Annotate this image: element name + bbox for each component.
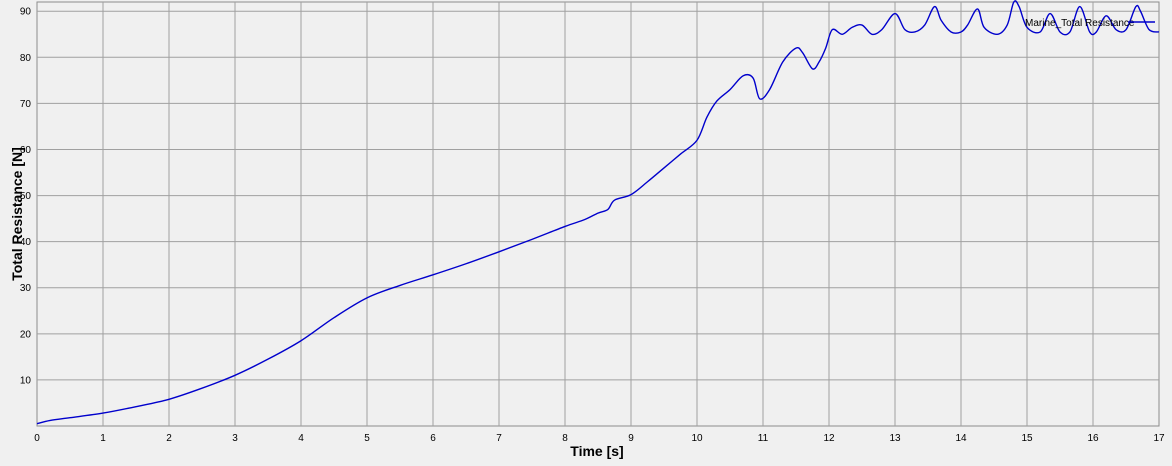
y-tick-label: 20 — [20, 329, 32, 340]
x-tick-label: 2 — [166, 433, 172, 444]
legend: Marine_Total Resistance — [1025, 18, 1155, 29]
legend-label: Marine_Total Resistance — [1025, 18, 1135, 29]
x-tick-label: 14 — [955, 433, 967, 444]
x-tick-label: 10 — [691, 433, 703, 444]
x-tick-label: 11 — [758, 433, 769, 444]
y-tick-label: 60 — [20, 145, 32, 156]
y-tick-label: 50 — [20, 191, 32, 202]
y-tick-label: 90 — [20, 7, 32, 18]
plot-area — [36, 1, 1160, 427]
y-tick-label: 70 — [20, 99, 32, 110]
y-axis-title: Total Resistance [N] — [9, 147, 25, 281]
x-axis-title: Time [s] — [570, 443, 623, 459]
y-tick-labels: 10 20 30 40 50 60 70 80 90 — [20, 7, 32, 387]
x-tick-label: 1 — [100, 433, 106, 444]
x-tick-label: 6 — [430, 433, 436, 444]
y-tick-label: 10 — [20, 375, 32, 386]
x-tick-label: 0 — [34, 433, 40, 444]
y-tick-label: 30 — [20, 283, 32, 294]
x-tick-label: 9 — [628, 433, 634, 444]
y-gridlines — [37, 10, 1159, 381]
x-tick-label: 8 — [562, 433, 568, 444]
y-tick-label: 80 — [20, 53, 32, 64]
x-tick-label: 3 — [232, 433, 238, 444]
x-tick-label: 13 — [889, 433, 901, 444]
x-tick-label: 12 — [823, 433, 835, 444]
x-tick-label: 4 — [298, 433, 304, 444]
y-tick-label: 40 — [20, 237, 32, 248]
x-tick-label: 17 — [1153, 433, 1165, 444]
x-tick-label: 7 — [496, 433, 502, 444]
x-tick-labels: 0 1 2 3 4 5 6 7 8 9 10 11 12 13 14 15 16 17 — [34, 433, 1165, 444]
x-gridlines — [102, 2, 1094, 426]
x-tick-label: 5 — [364, 433, 370, 444]
x-tick-label: 16 — [1087, 433, 1099, 444]
x-tick-label: 15 — [1021, 433, 1033, 444]
series-line — [36, 0, 1160, 425]
